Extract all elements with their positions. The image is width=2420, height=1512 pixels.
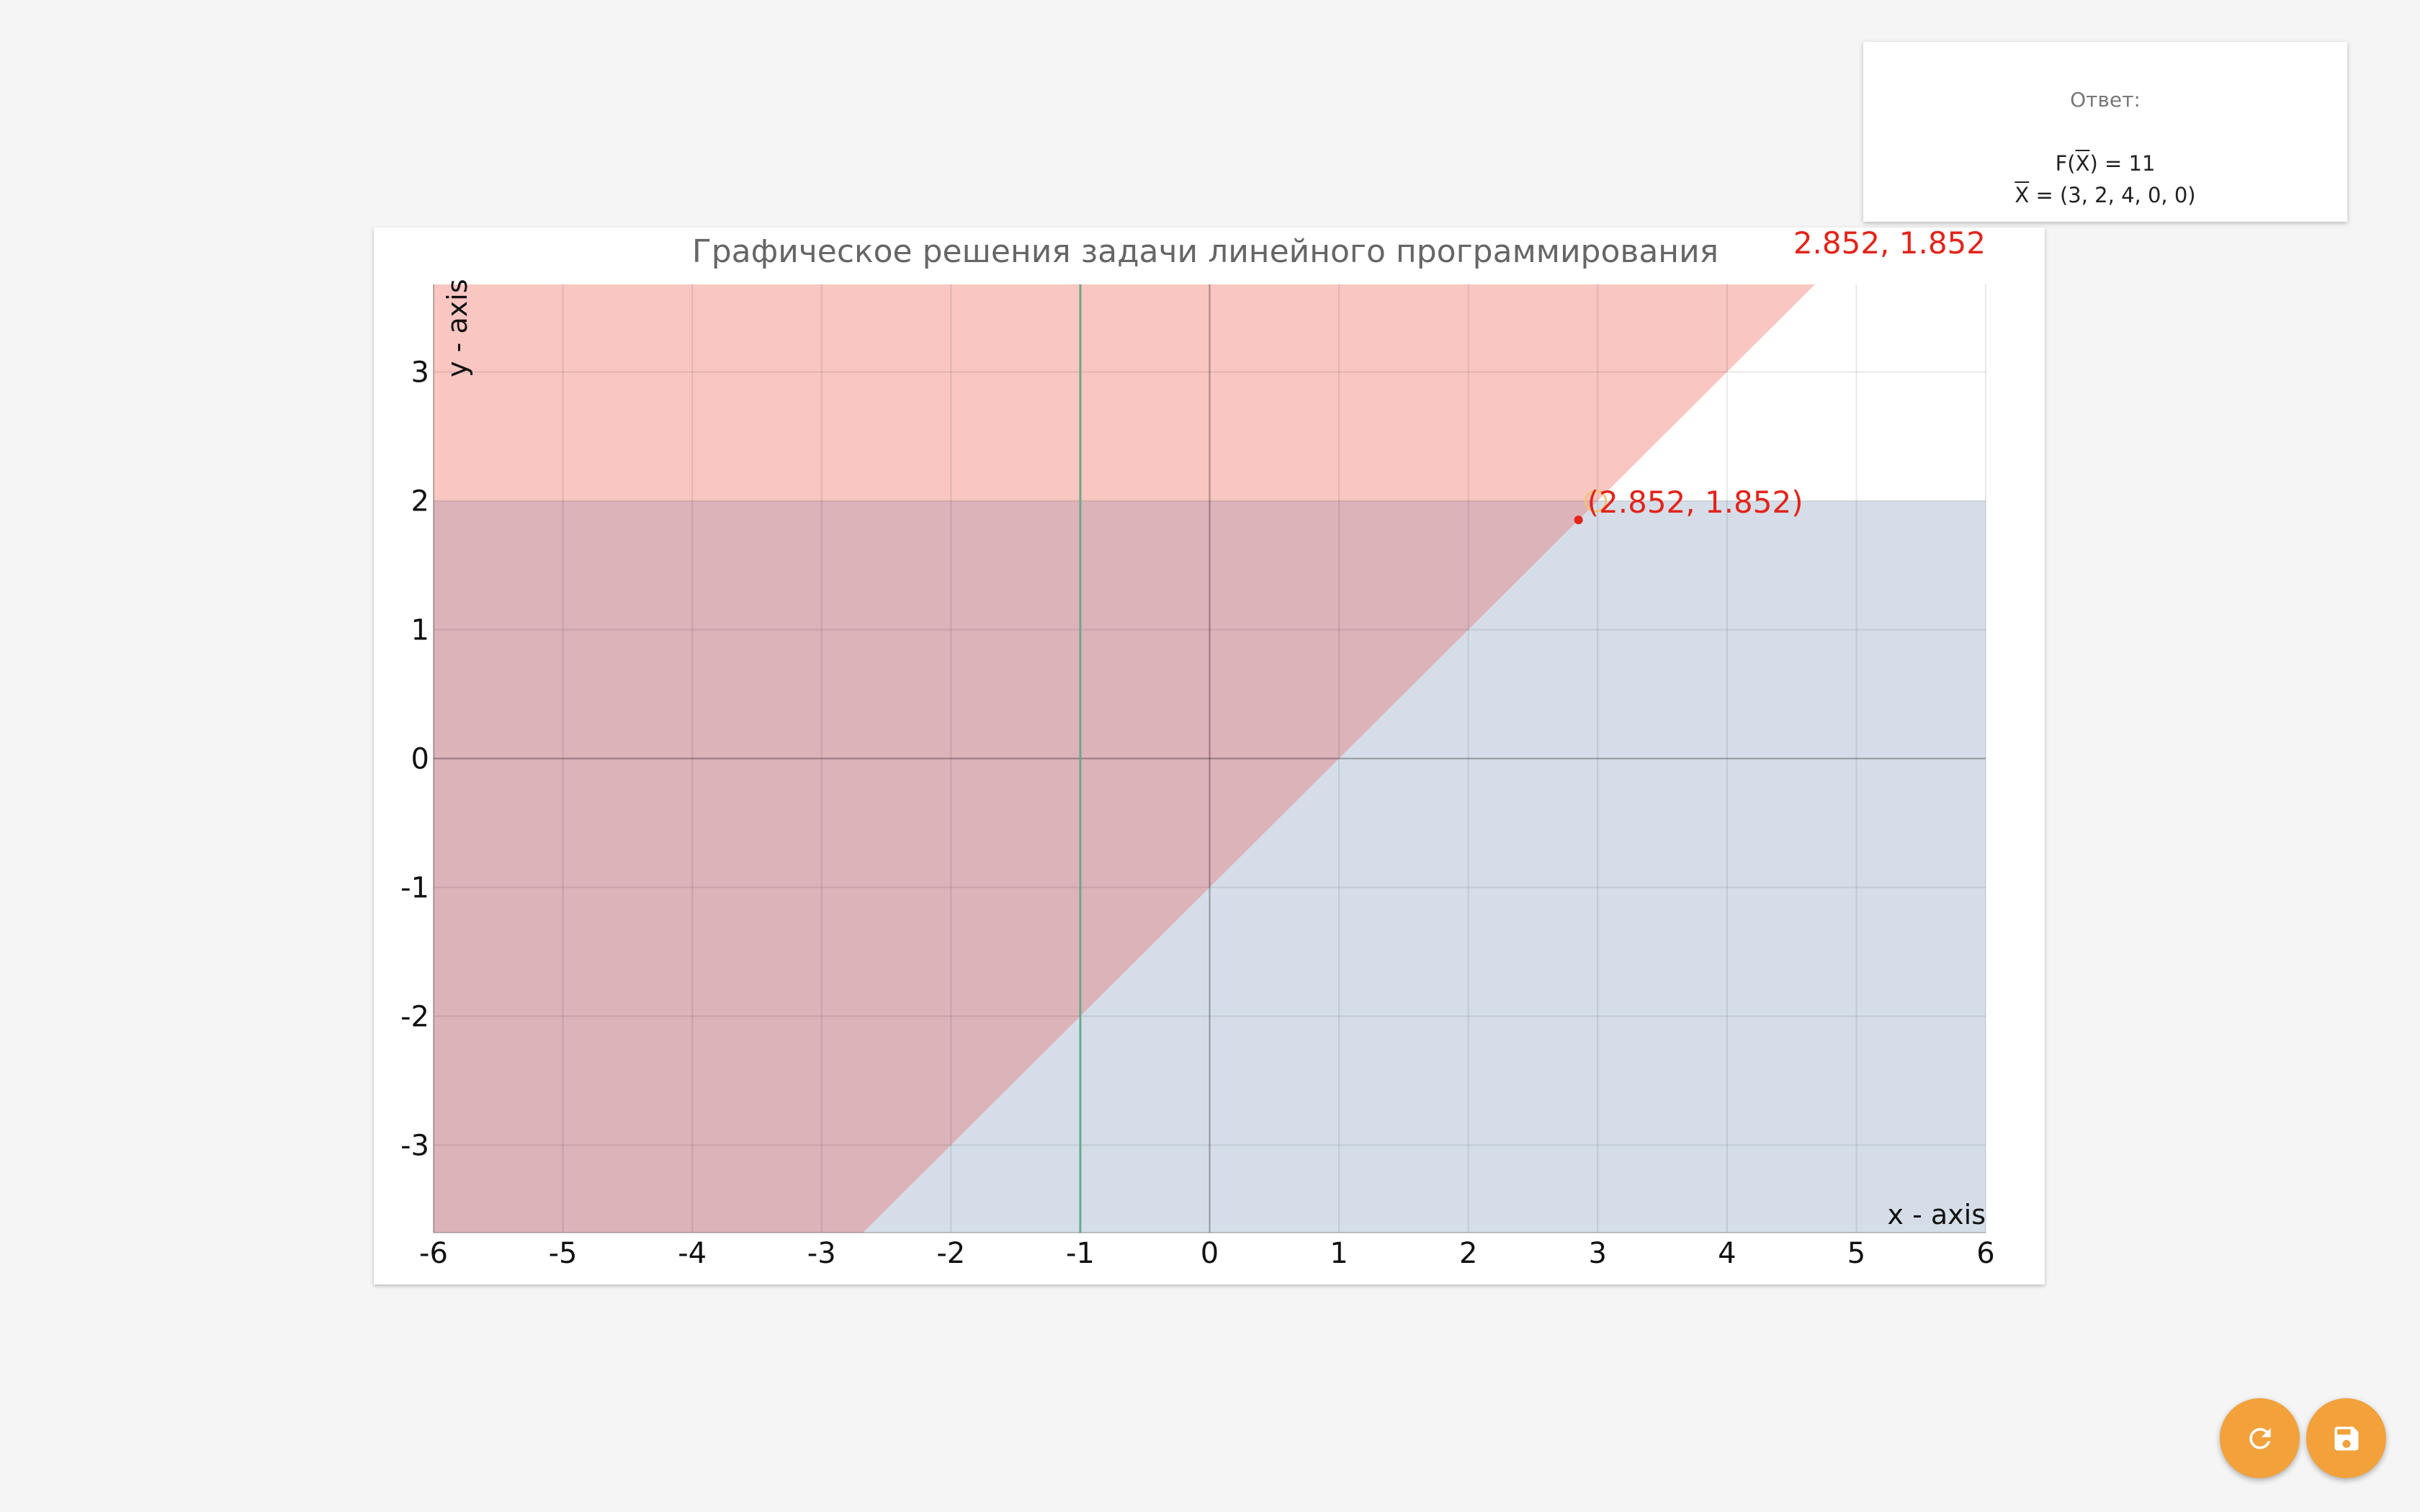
objective-rest: ) = 11: [2089, 151, 2156, 176]
objective-var: X: [2075, 151, 2090, 176]
objective-f-label: F(: [2055, 151, 2076, 176]
y-tick-label: -3: [400, 1129, 429, 1162]
x-tick-label: -1: [1066, 1237, 1095, 1270]
y-tick-label: -1: [400, 871, 429, 904]
optimum-point-label: (2.852, 1.852): [1587, 485, 1803, 520]
x-tick-label: -3: [807, 1237, 836, 1270]
solution-var: X: [2015, 183, 2030, 207]
x-tick-label: 3: [1589, 1237, 1607, 1270]
y-tick-label: 2: [411, 485, 429, 518]
x-tick-label: -5: [549, 1237, 578, 1270]
x-tick-label: -2: [936, 1237, 965, 1270]
lp-chart[interactable]: -6 -5 -4 -3 -2 -1 0 1 2 3 4 5 6 3 2 1 0 -1 -2 -3 Графическое…: [374, 228, 2045, 1284]
x-tick-label: 2: [1459, 1237, 1477, 1270]
solution-vector: X = (3, 2, 4, 0, 0): [1863, 183, 2347, 207]
y-axis-label: y - axis: [442, 279, 473, 378]
x-tick-label: 4: [1718, 1237, 1736, 1270]
x-tick-label: -4: [678, 1237, 707, 1270]
x-tick-label: 0: [1201, 1237, 1219, 1270]
y-tick-label: -2: [400, 1000, 429, 1033]
x-tick-label: 6: [1976, 1237, 1994, 1270]
answer-title: Ответ:: [2070, 88, 2141, 112]
solution-rest: = (3, 2, 4, 0, 0): [2029, 183, 2196, 207]
objective-value: F(X) = 11: [1863, 151, 2347, 176]
x-axis-label: x - axis: [1888, 1199, 1986, 1230]
y-tick-label: 1: [411, 614, 429, 647]
refresh-button[interactable]: [2220, 1398, 2300, 1478]
y-tick-label: 0: [411, 743, 429, 776]
refresh-icon: [2249, 1427, 2271, 1449]
chart-card: -6 -5 -4 -3 -2 -1 0 1 2 3 4 5 6 3 2 1 0 -1 -2 -3 Графическое…: [374, 228, 2045, 1284]
x-tick-label: 1: [1330, 1237, 1348, 1270]
optimum-point[interactable]: [1574, 516, 1583, 525]
point-hover-ring: [1585, 490, 1608, 513]
x-tick-label: 5: [1847, 1237, 1865, 1270]
region-overlap: [434, 500, 1598, 1233]
answer-card: Ответ: F(X) = 11 X = (3, 2, 4, 0, 0): [1863, 42, 2347, 222]
chart-title: Графическое решения задачи линейного про…: [692, 233, 1718, 270]
y-tick-label: 3: [411, 356, 429, 390]
coordinate-readout: 2.852, 1.852: [1793, 228, 1986, 261]
save-button[interactable]: [2306, 1398, 2386, 1478]
save-icon: [2334, 1426, 2358, 1450]
x-tick-label: -6: [419, 1237, 448, 1270]
